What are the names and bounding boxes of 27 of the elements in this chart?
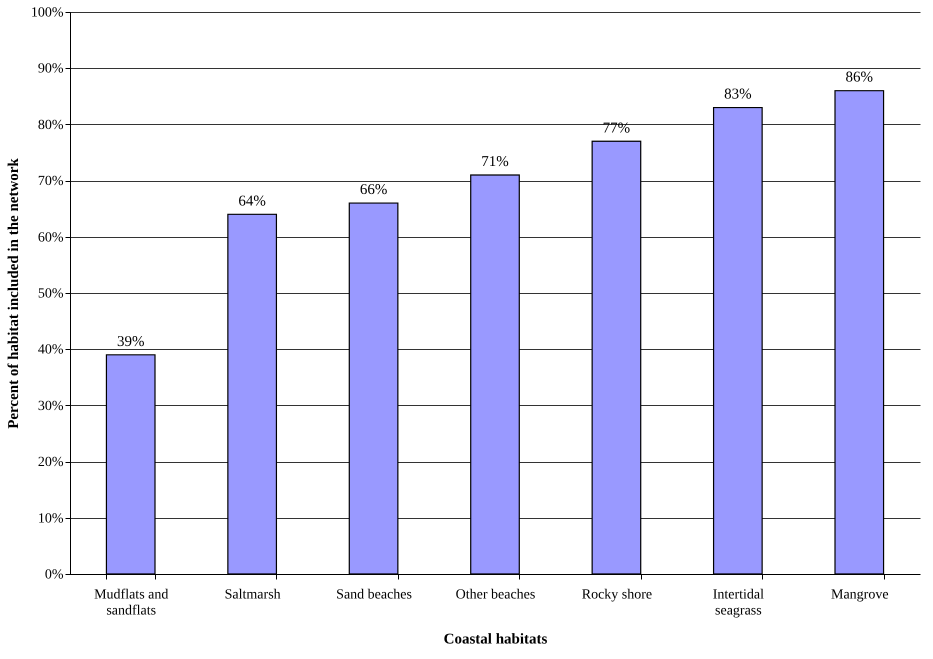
y-tick-label: 30% xyxy=(38,398,64,414)
x-tick-label: Mudflats and sandflats xyxy=(94,588,168,618)
y-tick-label: 100% xyxy=(30,6,64,20)
y-tick-label: 90% xyxy=(38,62,64,77)
data-label: 39% xyxy=(116,334,144,350)
y-axis-title: Percent of habitat included in the network xyxy=(6,158,22,429)
x-tick-label: Rocky shore xyxy=(582,588,652,602)
x-tick-label: Intertidal seagrass xyxy=(712,588,764,618)
y-tick-label: 0% xyxy=(44,568,64,582)
x-tick-label: Saltmarsh xyxy=(224,588,281,602)
x-tick-label: Mangrove xyxy=(831,588,889,602)
data-label: 83% xyxy=(724,86,752,103)
y-tick-label: 50% xyxy=(38,286,64,302)
data-label: 77% xyxy=(602,120,630,136)
y-tick-label: 20% xyxy=(38,455,64,470)
y-tick-label: 40% xyxy=(38,342,64,358)
x-tick-label: Sand beaches xyxy=(336,588,412,602)
x-axis-title: Coastal habitats xyxy=(444,632,548,648)
data-label: 71% xyxy=(481,154,509,170)
y-tick-label: 80% xyxy=(38,118,64,133)
data-label: 66% xyxy=(360,182,388,198)
y-tick-label: 70% xyxy=(38,174,64,190)
y-tick-label: 60% xyxy=(38,230,64,246)
y-tick-label: 10% xyxy=(38,511,64,526)
x-tick-label: Other beaches xyxy=(456,588,536,602)
data-label: 86% xyxy=(846,70,874,86)
data-label: 64% xyxy=(238,193,266,210)
